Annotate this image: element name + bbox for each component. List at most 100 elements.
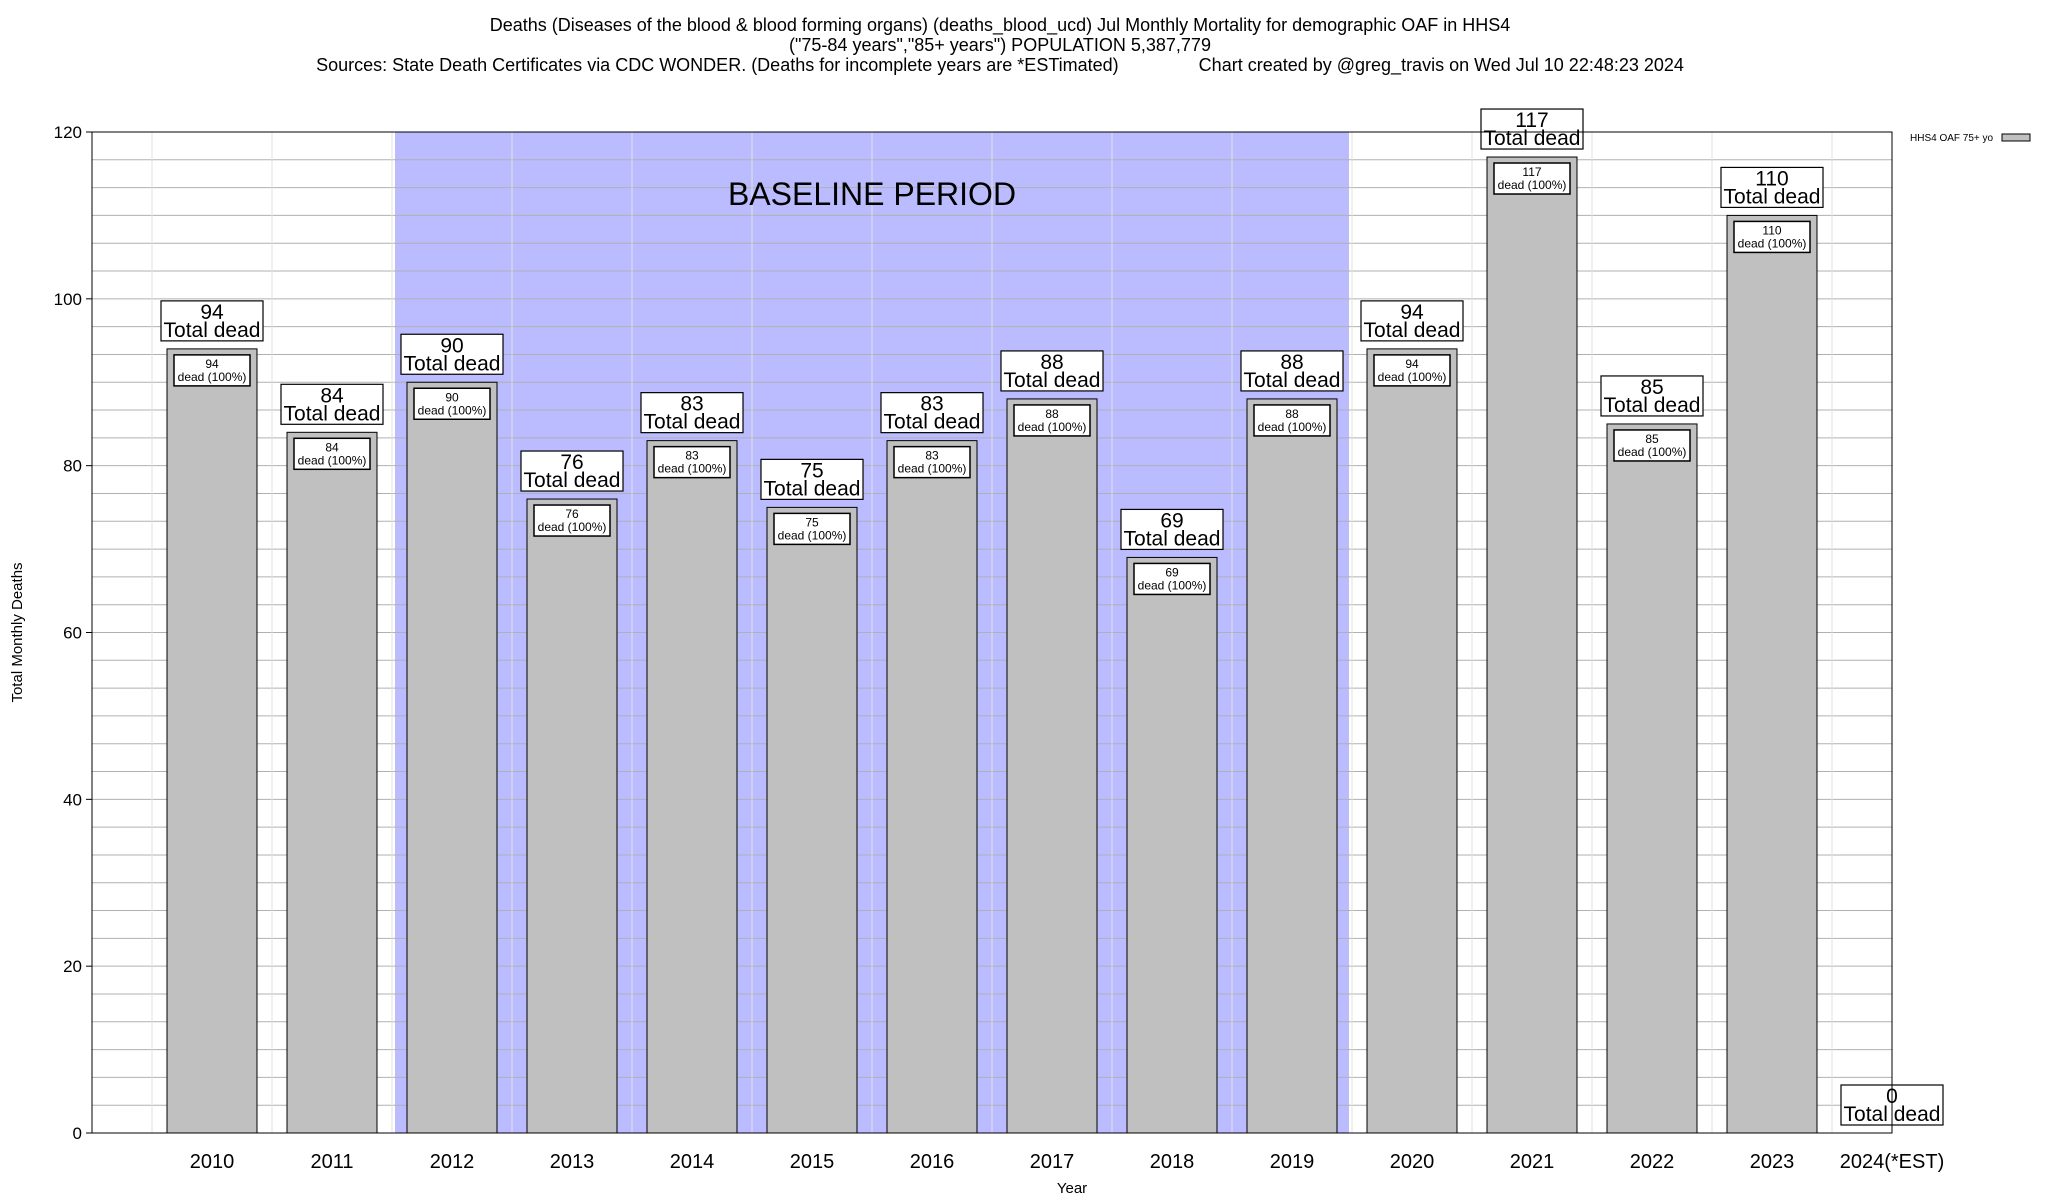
inner-label-text-2021: dead (100%) [1498,178,1567,192]
inner-label-text-2013: dead (100%) [538,520,607,534]
total-label-box-2018 [1120,508,1224,551]
x-tick-label-2022: 2022 [1630,1151,1675,1173]
inner-label-box-2011 [293,437,371,471]
x-tick-label-2010: 2010 [190,1151,235,1173]
total-label-box-2016 [880,392,984,434]
bar-2018 [1126,556,1218,1134]
inner-label-text-2019: dead (100%) [1258,420,1327,434]
inner-label-value-2022: 85 [1645,432,1659,446]
x-tick-label-2013: 2013 [550,1151,595,1173]
total-label-text-2019: Total dead [1244,369,1341,392]
y-tick-label: 120 [54,123,82,142]
x-tick-label-2021: 2021 [1510,1151,1555,1173]
inner-label-value-2015: 75 [805,515,819,529]
total-label-value-2018: 69 [1160,509,1183,532]
inner-label-box-2014 [653,445,731,479]
bar-2017 [1006,398,1098,1134]
legend-swatch [2001,133,2031,142]
inner-label-box-2013 [533,504,611,537]
total-label-text-2023: Total dead [1724,185,1821,208]
inner-label-value-2016: 83 [925,449,939,463]
total-label-text-2015: Total dead [764,477,861,500]
inner-label-box-2017 [1013,404,1091,437]
total-label-value-2023: 110 [1755,167,1788,190]
inner-label-box-2021 [1493,162,1571,195]
x-tick-label-2012: 2012 [430,1151,475,1173]
x-tick-label-2011: 2011 [310,1151,353,1173]
total-label-box-2010 [160,300,264,342]
total-label-text-2011: Total dead [284,402,381,425]
bar-2015 [766,506,858,1134]
total-label-box-2022 [1600,375,1704,417]
chart-title-line3: Sources: State Death Certificates via CD… [316,55,1684,76]
inner-label-box-2015 [773,512,851,546]
total-label-box-2021 [1480,108,1584,150]
inner-label-box-2020 [1373,354,1451,387]
total-label-text-2014: Total dead [644,411,741,434]
y-axis-label: Total Monthly Deaths [9,562,26,702]
x-tick-label-2014: 2014 [670,1151,715,1173]
x-tick-label-2016: 2016 [910,1151,955,1173]
bar-2023 [1726,214,1818,1134]
total-label-value-2010: 94 [200,301,224,324]
inner-label-value-2019: 88 [1285,407,1299,421]
total-label-box-2015 [760,458,864,500]
total-label-value-2011: 84 [320,384,344,407]
inner-label-box-2019 [1253,404,1331,437]
total-label-box-2019 [1240,350,1344,392]
inner-label-text-2010: dead (100%) [178,370,247,384]
x-tick-label-2019: 2019 [1270,1151,1315,1173]
baseline-period-label: BASELINE PERIOD [728,176,1016,212]
inner-label-value-2023: 110 [1762,223,1781,237]
x-tick-label-2020: 2020 [1390,1151,1435,1173]
inner-label-box-2012 [413,387,491,420]
y-tick-label: 60 [63,624,82,643]
inner-label-box-2010 [173,354,251,387]
inner-label-text-2023: dead (100%) [1738,236,1807,250]
x-tick-label-2018: 2018 [1150,1151,1195,1173]
total-label-text-2022: Total dead [1604,394,1701,417]
total-label-text-2016: Total dead [884,411,981,434]
total-label-value-2016: 83 [920,393,943,416]
inner-label-box-2022 [1613,429,1691,462]
total-label-text-2013: Total dead [524,469,621,492]
chart-title-line1: Deaths (Diseases of the blood & blood fo… [490,15,1511,36]
inner-label-value-2014: 83 [685,449,699,463]
inner-label-text-2015: dead (100%) [778,528,847,542]
x-tick-label-2024(*EST): 2024(*EST) [1840,1151,1945,1173]
total-label-box-2020 [1360,300,1464,342]
bar-2019 [1246,398,1338,1134]
inner-label-value-2021: 117 [1522,165,1541,179]
total-label-text-2012: Total dead [404,352,501,375]
y-tick-label: 0 [73,1124,82,1143]
x-tick-label-2023: 2023 [1750,1151,1795,1173]
total-label-box-2012 [400,333,504,375]
inner-label-text-2017: dead (100%) [1018,420,1087,434]
inner-label-box-2016 [893,445,971,479]
inner-label-text-2022: dead (100%) [1618,445,1687,459]
x-tick-label-2017: 2017 [1030,1151,1075,1173]
bar-2016 [886,440,978,1134]
inner-label-value-2013: 76 [565,507,579,521]
y-tick-label: 80 [63,457,82,476]
total-label-value-2015: 75 [800,459,823,482]
total-label-value-2021: 117 [1515,109,1548,132]
legend-label: HHS4 OAF 75+ yo [1910,133,1994,144]
bar-2010 [166,348,258,1134]
total-label-value-2022: 85 [1640,376,1663,399]
inner-label-value-2018: 69 [1165,565,1179,579]
total-label-text-2018: Total dead [1124,527,1221,550]
bar-2020 [1366,348,1458,1134]
inner-label-text-2012: dead (100%) [418,403,487,417]
bar-2022 [1606,423,1698,1134]
total-label-value-2012: 90 [440,334,463,357]
total-label-box-2014 [640,392,744,434]
inner-label-text-2018: dead (100%) [1138,578,1207,592]
total-label-value-2019: 88 [1280,351,1303,374]
total-label-value-2014: 83 [680,393,703,416]
bar-2012 [406,381,498,1134]
inner-label-value-2017: 88 [1045,407,1059,421]
total-label-box-2011 [280,383,384,425]
total-label-text-2010: Total dead [164,319,261,342]
